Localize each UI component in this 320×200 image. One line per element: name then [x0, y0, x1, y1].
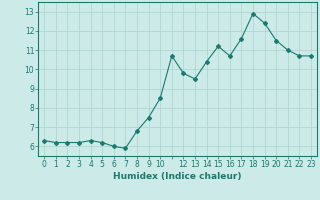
X-axis label: Humidex (Indice chaleur): Humidex (Indice chaleur)	[113, 172, 242, 181]
